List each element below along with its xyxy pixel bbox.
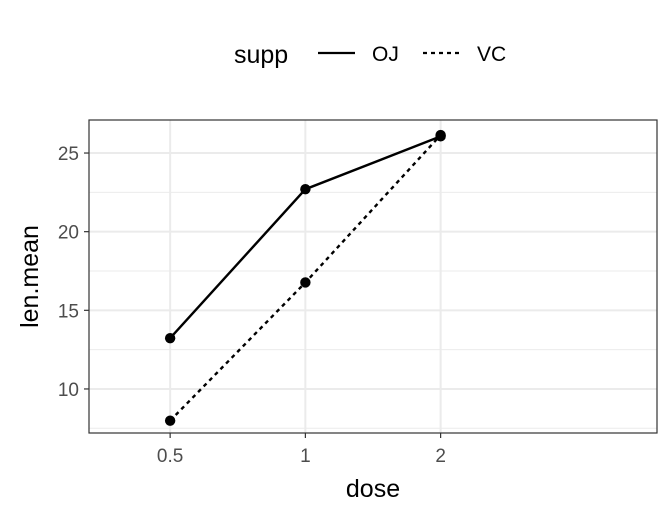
y-axis-title: len.mean (16, 225, 44, 328)
data-point-oj (164, 332, 176, 344)
x-axis-title: dose (346, 475, 400, 503)
x-tick-label: 1 (300, 446, 311, 467)
y-tick-label: 10 (58, 380, 79, 401)
y-tick-label: 20 (58, 223, 79, 244)
legend-label-oj: OJ (372, 43, 399, 66)
legend-title: supp (234, 41, 288, 69)
legend: supp OJ VC (234, 41, 506, 69)
grid (89, 120, 657, 433)
data-point-oj (300, 184, 311, 195)
x-axis: 0.5 1 2 (157, 433, 446, 467)
data-point-vc (300, 277, 311, 288)
data-point-vc (435, 129, 446, 141)
series (164, 129, 446, 426)
panel-border (88, 119, 658, 434)
y-tick-label: 25 (58, 144, 79, 165)
legend-label-vc: VC (477, 43, 506, 66)
x-tick-label: 2 (435, 446, 446, 467)
y-tick-label: 15 (58, 301, 79, 322)
data-point-vc (164, 415, 176, 426)
x-tick-label: 0.5 (157, 446, 183, 467)
y-axis: 10 15 20 25 (58, 144, 89, 401)
plot-panel (88, 119, 658, 434)
